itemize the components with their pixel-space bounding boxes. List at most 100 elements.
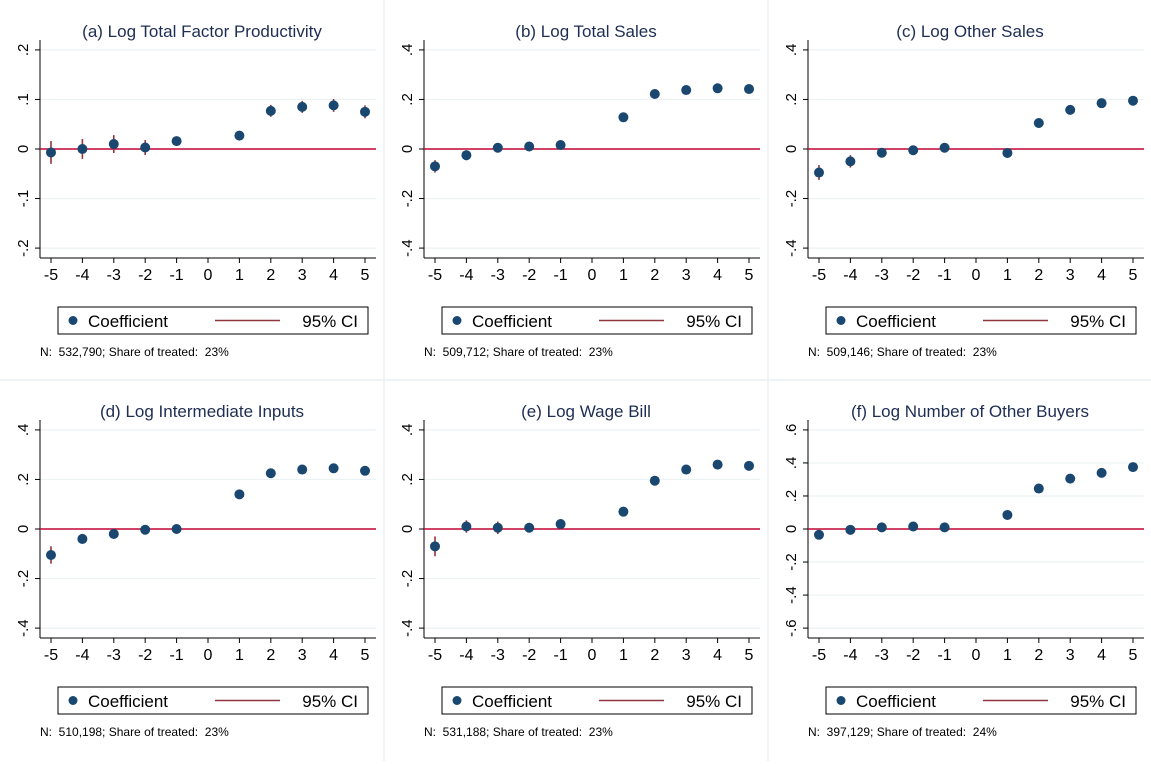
x-tick-label: -4: [75, 647, 89, 664]
x-tick-label: 2: [650, 267, 659, 284]
x-tick-label: 2: [1034, 267, 1043, 284]
y-tick-label: .4: [15, 424, 32, 437]
x-tick-label: 4: [329, 647, 338, 664]
y-tick-label: -.2: [783, 190, 800, 208]
coefficient-point: [712, 83, 723, 94]
x-tick-label: -1: [169, 267, 183, 284]
sample-note: N: 509,712; Share of treated: 23%: [424, 345, 613, 359]
x-tick-label: -3: [107, 267, 121, 284]
x-tick-label: -4: [75, 267, 89, 284]
coefficient-point: [297, 101, 308, 112]
coefficient-point: [876, 147, 887, 158]
legend: Coefficient 95% CI: [57, 686, 369, 715]
x-tick-label: 4: [1097, 267, 1106, 284]
coefficient-point: [45, 147, 56, 158]
legend: Coefficient 95% CI: [825, 686, 1137, 715]
coefficient-point: [744, 460, 755, 471]
x-tick-label: -3: [107, 647, 121, 664]
legend-box: [441, 686, 753, 715]
x-tick-label: 3: [298, 267, 307, 284]
legend-ci-label: 95% CI: [1070, 312, 1126, 331]
x-tick-label: -2: [522, 267, 536, 284]
y-tick-label: 0: [783, 525, 800, 533]
coefficient-point: [171, 136, 182, 147]
sample-note: N: 510,198; Share of treated: 23%: [40, 725, 229, 739]
coefficient-point: [265, 468, 276, 479]
x-tick-label: -5: [812, 267, 826, 284]
y-tick-label: .1: [15, 93, 32, 106]
coefficient-point: [939, 142, 950, 153]
coefficient-point: [649, 475, 660, 486]
coefficient-point: [492, 142, 503, 153]
legend: Coefficient 95% CI: [57, 306, 369, 335]
coefficient-point: [524, 522, 535, 533]
coefficient-point: [461, 521, 472, 532]
coefficient-point: [1096, 467, 1107, 478]
coefficient-point: [813, 529, 824, 540]
x-tick-label: 4: [1097, 647, 1106, 664]
panel: (e) Log Wage Bill -.4 -.2 0 .2 .4 -5 -4 -3 -2 -1 0 1…: [399, 402, 760, 739]
coefficient-point: [360, 465, 371, 476]
y-tick-label: -.2: [783, 553, 800, 571]
coefficient-point: [555, 140, 566, 151]
x-tick-label: 3: [682, 647, 691, 664]
legend-ci-label: 95% CI: [302, 312, 358, 331]
coefficient-point: [845, 524, 856, 535]
legend-marker-icon: [68, 316, 78, 325]
x-tick-label: -5: [44, 647, 58, 664]
x-tick-label: 1: [1003, 267, 1012, 284]
legend-coefficient-label: Coefficient: [856, 692, 936, 711]
y-tick-label: 0: [783, 145, 800, 153]
coefficient-point: [649, 89, 660, 100]
x-tick-label: 5: [745, 647, 754, 664]
y-tick-label: .2: [399, 93, 416, 106]
y-tick-label: -.2: [15, 570, 32, 588]
legend: Coefficient 95% CI: [825, 306, 1137, 335]
coefficient-point: [618, 506, 629, 517]
legend-marker-icon: [452, 316, 462, 325]
coefficient-point: [234, 130, 245, 141]
legend: Coefficient 95% CI: [441, 686, 753, 715]
x-tick-label: -2: [138, 267, 152, 284]
coefficient-point: [1065, 104, 1076, 115]
x-tick-label: 0: [588, 647, 597, 664]
x-tick-label: 3: [298, 647, 307, 664]
x-tick-label: 0: [972, 267, 981, 284]
x-tick-label: -1: [937, 267, 951, 284]
coefficient-point: [328, 463, 339, 474]
y-tick-label: 0: [399, 145, 416, 153]
panel: (b) Log Total Sales -.4 -.2 0 .2 .4 -5 -4 -3 -2 -1…: [399, 22, 760, 359]
coefficient-point: [140, 142, 151, 153]
sample-note: N: 397,129; Share of treated: 24%: [808, 725, 997, 739]
coefficient-point: [1096, 98, 1107, 109]
coefficient-point: [108, 139, 119, 150]
x-tick-label: -2: [906, 267, 920, 284]
x-tick-label: 1: [619, 267, 628, 284]
coefficient-point: [77, 533, 88, 544]
x-tick-label: -3: [875, 647, 889, 664]
y-tick-label: .4: [399, 424, 416, 437]
panel-title: (c) Log Other Sales: [896, 22, 1043, 41]
coefficient-point: [234, 489, 245, 500]
y-tick-label: -.4: [399, 239, 416, 257]
coefficient-point: [1128, 462, 1139, 473]
y-tick-label: .2: [783, 490, 800, 503]
y-tick-label: .4: [783, 457, 800, 470]
coefficient-point: [618, 112, 629, 123]
y-tick-label: -.4: [783, 239, 800, 257]
y-tick-label: -.6: [783, 619, 800, 637]
panel: (d) Log Intermediate Inputs -.4 -.2 0 .2 .4 -5…: [15, 402, 376, 739]
coefficient-point: [681, 464, 692, 475]
x-tick-label: 4: [713, 647, 722, 664]
coefficient-point: [876, 522, 887, 533]
panel-title: (b) Log Total Sales: [515, 22, 656, 41]
coefficient-point: [744, 84, 755, 95]
x-tick-label: 2: [1034, 647, 1043, 664]
sample-note: N: 509,146; Share of treated: 23%: [808, 345, 997, 359]
coefficient-point: [492, 522, 503, 533]
coefficient-point: [813, 167, 824, 178]
legend-box: [57, 306, 369, 335]
x-tick-label: -3: [875, 267, 889, 284]
